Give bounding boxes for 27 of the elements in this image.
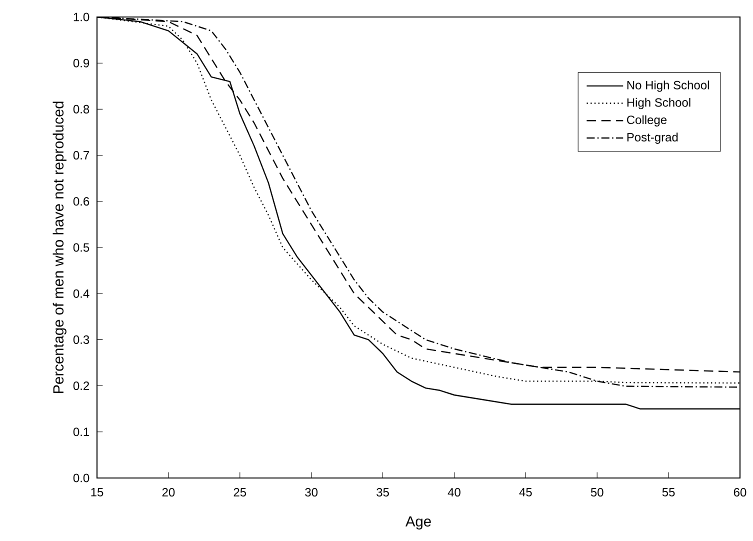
y-tick-label: 0.6 (73, 197, 90, 206)
y-tick-label: 0.1 (73, 428, 90, 436)
y-axis-title: Percentage of men who have not reproduced (52, 102, 66, 394)
legend-label: Post-grad (627, 132, 678, 144)
x-tick-label: 45 (519, 488, 532, 496)
legend-label: High School (627, 98, 690, 110)
y-tick-label: 0.8 (73, 104, 90, 114)
legend-label: No High School (627, 80, 709, 92)
x-tick-label: 20 (162, 488, 175, 497)
x-tick-label: 55 (662, 488, 675, 496)
y-tick-label: 0.4 (73, 289, 90, 298)
x-tick-label: 25 (234, 488, 246, 497)
y-tick-label: 0.7 (73, 151, 90, 160)
x-axis-title: Age (405, 516, 431, 530)
y-tick-label: 0.0 (73, 474, 90, 482)
x-tick-label: 40 (448, 488, 460, 497)
y-tick-label: 0.9 (73, 58, 90, 68)
x-tick-label: 60 (734, 488, 746, 497)
y-tick-label: 0.2 (73, 382, 90, 390)
x-tick-label: 50 (590, 488, 604, 497)
x-tick-label: 30 (305, 488, 318, 497)
x-tick-label: 35 (376, 488, 389, 497)
y-tick-label: 0.3 (73, 335, 90, 344)
legend-label: College (627, 115, 667, 126)
y-tick-label: 1.0 (74, 12, 90, 22)
x-tick-label: 15 (91, 488, 104, 496)
y-tick-label: 0.5 (73, 243, 90, 252)
